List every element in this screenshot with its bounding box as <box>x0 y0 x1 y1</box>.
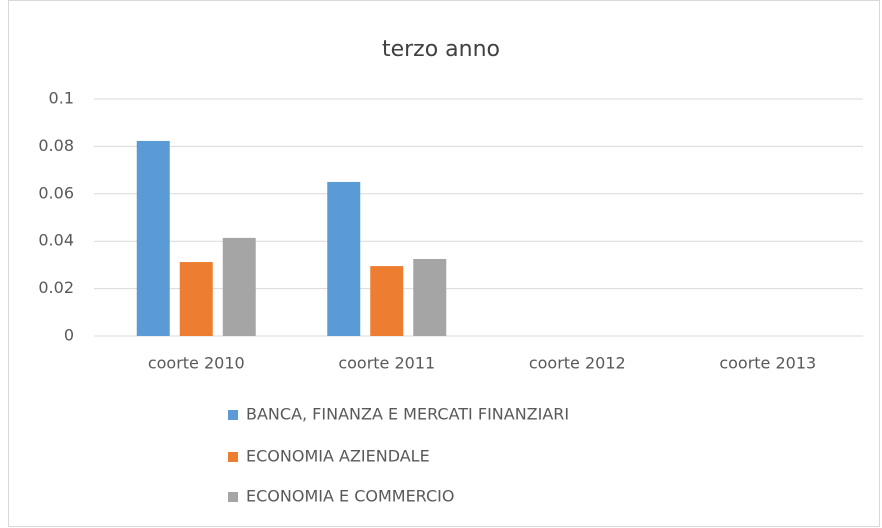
y-tick-label: 0.06 <box>38 183 74 202</box>
y-tick-label: 0.08 <box>38 136 74 155</box>
bar <box>327 181 361 336</box>
legend-swatch <box>228 410 238 420</box>
x-tick-label: coorte 2010 <box>148 354 245 373</box>
y-tick-label: 0.04 <box>38 231 74 250</box>
x-tick-label: coorte 2011 <box>338 354 435 373</box>
bar <box>370 266 404 336</box>
bar <box>179 262 213 336</box>
legend-label: ECONOMIA AZIENDALE <box>246 447 430 466</box>
x-tick-label: coorte 2012 <box>529 354 626 373</box>
chart-title: terzo anno <box>382 37 500 62</box>
y-tick-label: 0.1 <box>49 89 74 108</box>
y-tick-label: 0 <box>64 326 74 345</box>
bar <box>222 237 256 336</box>
x-tick-label: coorte 2013 <box>719 354 816 373</box>
y-tick-label: 0.02 <box>38 278 74 297</box>
legend-swatch <box>228 452 238 462</box>
legend-label: BANCA, FINANZA E MERCATI FINANZIARI <box>246 405 569 424</box>
bar <box>413 258 447 336</box>
bar <box>136 140 170 336</box>
legend-swatch <box>228 492 238 502</box>
legend-label: ECONOMIA E COMMERCIO <box>246 487 454 506</box>
